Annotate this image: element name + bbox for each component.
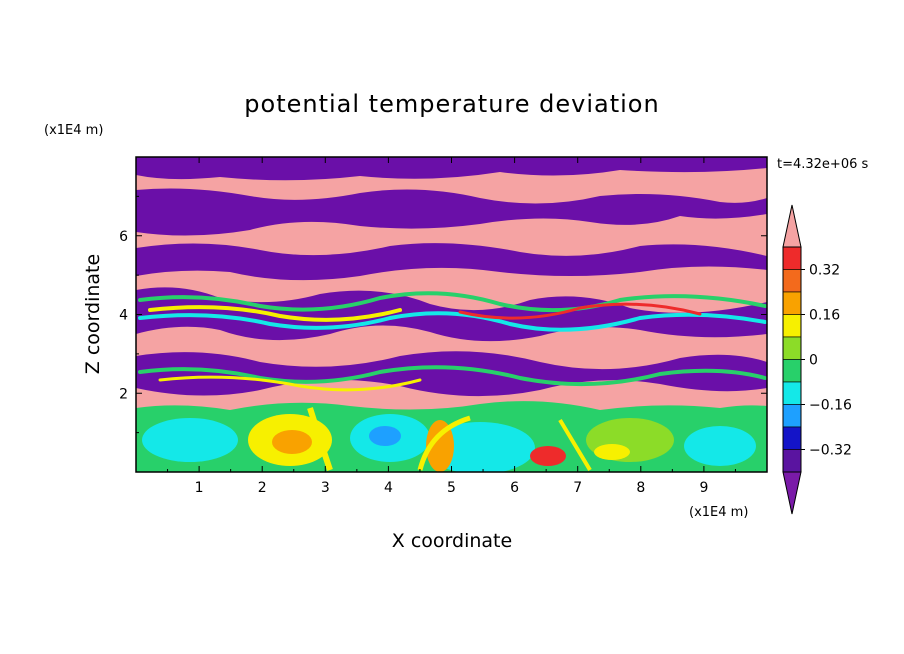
x-tick-label: 5	[447, 480, 456, 496]
purple-band	[136, 188, 767, 236]
colorbar: 0.32 0.16 0 −0.16 −0.32	[782, 204, 852, 515]
x-tick-label: 3	[321, 480, 330, 496]
colorbar-label: −0.32	[809, 443, 852, 459]
y-axis-title: Z coordinate	[82, 254, 104, 374]
purple-band	[136, 243, 767, 281]
purple-band	[136, 351, 767, 397]
colorbar-extend-bottom	[782, 471, 802, 515]
y-tick-label: 2	[119, 386, 128, 402]
colorbar-extend-top	[782, 204, 802, 248]
chart-title: potential temperature deviation	[244, 90, 659, 118]
x-tick-label: 2	[258, 480, 267, 496]
x-tick-label: 9	[699, 480, 708, 496]
colorbar-label: −0.16	[809, 398, 852, 414]
colorbar-box	[782, 426, 802, 450]
colorbar-box	[782, 314, 802, 338]
colorbar-label: 0.16	[809, 308, 840, 324]
colorbar-box	[782, 336, 802, 360]
y-tick-label: 4	[119, 308, 128, 324]
purple-band	[136, 157, 767, 181]
colorbar-label: 0.32	[809, 263, 840, 279]
colorbar-box	[782, 381, 802, 405]
colorbar-box	[782, 359, 802, 383]
axes: 1 2 3 4 5 6 7 8 9 2 4 6	[119, 157, 767, 496]
x-axis-title: X coordinate	[392, 530, 512, 552]
contour-field	[136, 157, 767, 472]
filaments	[138, 291, 767, 392]
colorbar-box	[782, 404, 802, 428]
colorbar-box	[782, 291, 802, 315]
x-unit-label: (x1E4 m)	[689, 505, 748, 520]
x-tick-label: 7	[573, 480, 582, 496]
x-tick-label: 1	[195, 480, 204, 496]
x-tick-label: 4	[384, 480, 393, 496]
x-tick-label: 6	[510, 480, 519, 496]
colorbar-label: 0	[809, 353, 818, 369]
colorbar-box	[782, 449, 802, 473]
y-tick-label: 6	[119, 229, 128, 245]
time-label: t=4.32e+06 s	[777, 157, 869, 172]
colorbar-box	[782, 269, 802, 293]
colorbar-box	[782, 246, 802, 270]
x-tick-label: 8	[636, 480, 645, 496]
y-unit-label: (x1E4 m)	[44, 123, 103, 138]
